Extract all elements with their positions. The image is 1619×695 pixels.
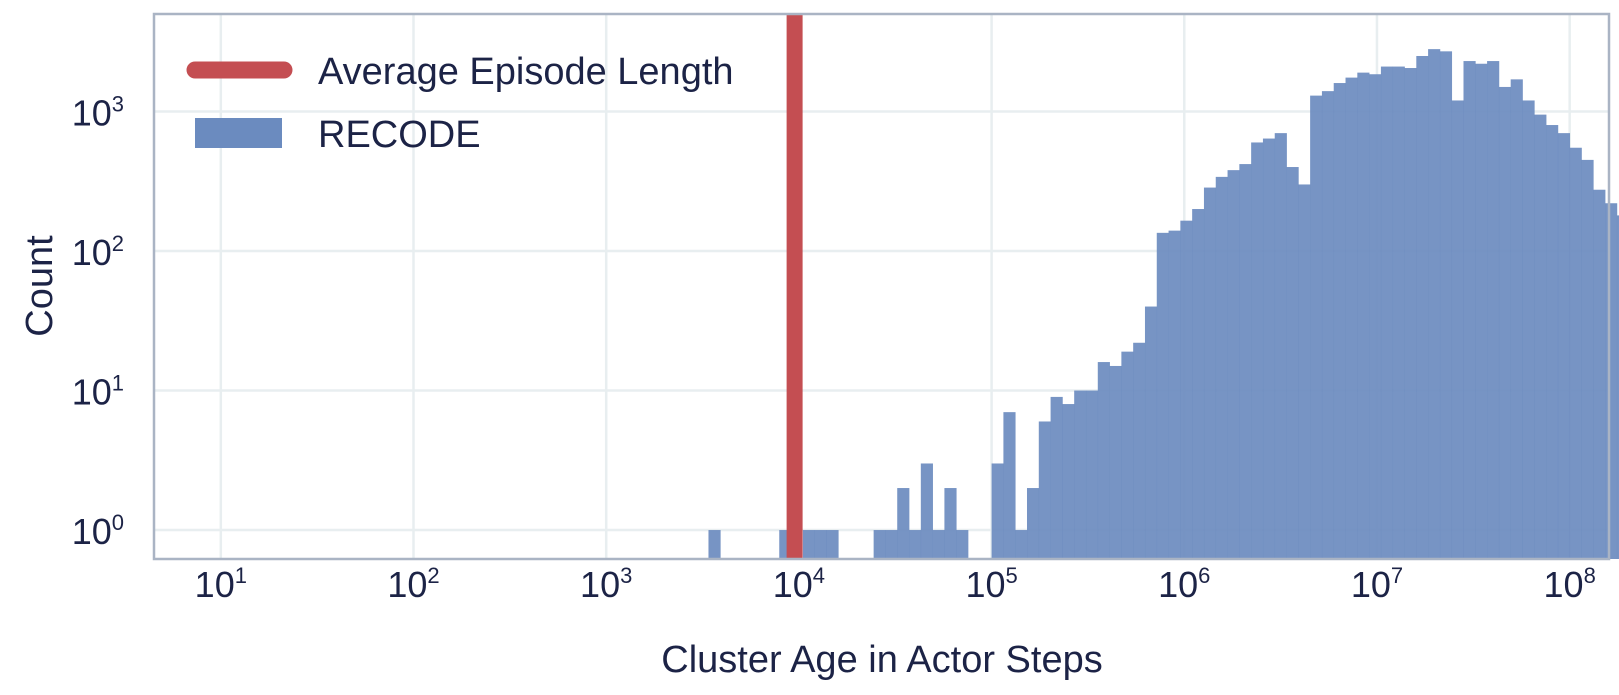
legend-swatch-histogram [195,118,282,148]
histogram-bar-110 [1451,100,1464,559]
histogram-bar-123 [1605,203,1618,559]
histogram-bar-80 [1097,362,1110,559]
histogram-bar-78 [1074,390,1087,559]
histogram-bar-84 [1144,306,1158,559]
histogram-bar-93 [1251,142,1264,559]
histogram-bar-116 [1522,100,1535,559]
x-tick-label-7: 108 [1544,563,1596,605]
histogram-bar-81 [1109,365,1122,559]
histogram-bar-107 [1416,55,1429,559]
histogram-bar-82 [1121,351,1134,559]
histogram-bar-92 [1239,164,1252,559]
histogram-bar-117 [1534,114,1547,559]
histogram-bar-72 [1003,412,1016,559]
histogram-bar-102 [1357,72,1370,560]
histogram-bar-57 [826,530,839,559]
histogram-bar-91 [1227,170,1240,560]
x-tick-label-0: 101 [195,563,247,605]
histogram-bar-90 [1215,176,1228,559]
histogram-bar-112 [1475,63,1488,559]
histogram-bar-63 [897,488,910,559]
histogram-bar-109 [1439,51,1453,560]
y-tick-label-3: 103 [72,92,124,134]
histogram-bar-103 [1369,74,1382,559]
histogram-bar-77 [1062,404,1075,559]
histogram-bar-120 [1569,147,1582,560]
legend-label-vline: Average Episode Length [318,51,734,93]
histogram-bar-122 [1593,189,1606,559]
legend: Average Episode Length RECODE [186,51,734,156]
x-tick-label-5: 106 [1158,563,1210,605]
histogram-bar-121 [1581,159,1594,559]
x-tick-label-6: 107 [1351,563,1403,605]
histogram-bar-96 [1286,167,1299,560]
histogram-bar-85 [1156,232,1169,559]
histogram-bar-119 [1557,133,1571,560]
histogram-bar-61 [873,530,886,559]
histogram-bar-104 [1380,66,1394,559]
histogram-bars [708,49,1619,560]
histogram-bar-124 [1616,215,1619,559]
histogram-bar-94 [1262,138,1276,560]
histogram-bar-118 [1546,125,1559,559]
histogram-bar-98 [1310,95,1323,559]
x-tick-label-2: 103 [580,563,632,605]
histogram-bar-115 [1510,79,1523,560]
plot-frame [152,12,1611,561]
histogram-bar-105 [1392,66,1405,559]
histogram-bar-64 [909,530,922,559]
histogram-bar-113 [1487,61,1500,560]
histogram-bar-73 [1015,530,1028,559]
y-tick-label-0: 100 [72,510,124,552]
histogram-bar-55 [802,530,815,559]
histogram-bar-74 [1026,488,1040,559]
histogram-bar-111 [1463,61,1476,560]
x-tick-label-3: 104 [773,563,825,605]
x-tick-label-4: 105 [965,563,1017,605]
histogram-bar-66 [932,530,945,559]
y-axis-ticks: 100 101 102 103 [72,92,124,553]
histogram-bar-89 [1203,187,1217,560]
histogram-bar-106 [1404,68,1417,559]
x-axis-ticks: 101 102 103 104 105 106 107 108 [195,563,1596,605]
histogram-bar-75 [1038,421,1051,559]
histogram-bar-62 [885,530,898,559]
histogram-bar-99 [1321,91,1335,559]
histogram-bar-65 [920,463,933,559]
histogram-bar-100 [1333,83,1346,559]
histogram-bar-108 [1428,49,1441,559]
y-tick-label-1: 101 [72,371,124,413]
histogram-bar-83 [1133,342,1146,559]
x-tick-label-1: 102 [387,563,439,605]
histogram-bar-47 [708,530,721,559]
y-tick-label-2: 102 [72,231,124,273]
histogram-bar-68 [956,530,969,559]
x-axis-label: Cluster Age in Actor Steps [661,639,1102,681]
histogram-bar-87 [1180,220,1193,559]
histogram-bar-79 [1085,390,1099,559]
histogram-bar-67 [944,488,957,559]
histogram-bar-88 [1192,209,1205,559]
histogram-bar-97 [1298,184,1311,559]
histogram-bar-101 [1345,77,1358,560]
histogram-bar-95 [1274,133,1287,560]
histogram-bar-86 [1168,230,1181,559]
histogram-bar-71 [991,463,1004,559]
legend-label-histogram: RECODE [318,114,481,156]
histogram-bar-114 [1498,86,1512,559]
histogram-bar-56 [814,530,827,559]
histogram-bar-76 [1050,396,1063,559]
y-axis-label: Count [19,235,61,337]
